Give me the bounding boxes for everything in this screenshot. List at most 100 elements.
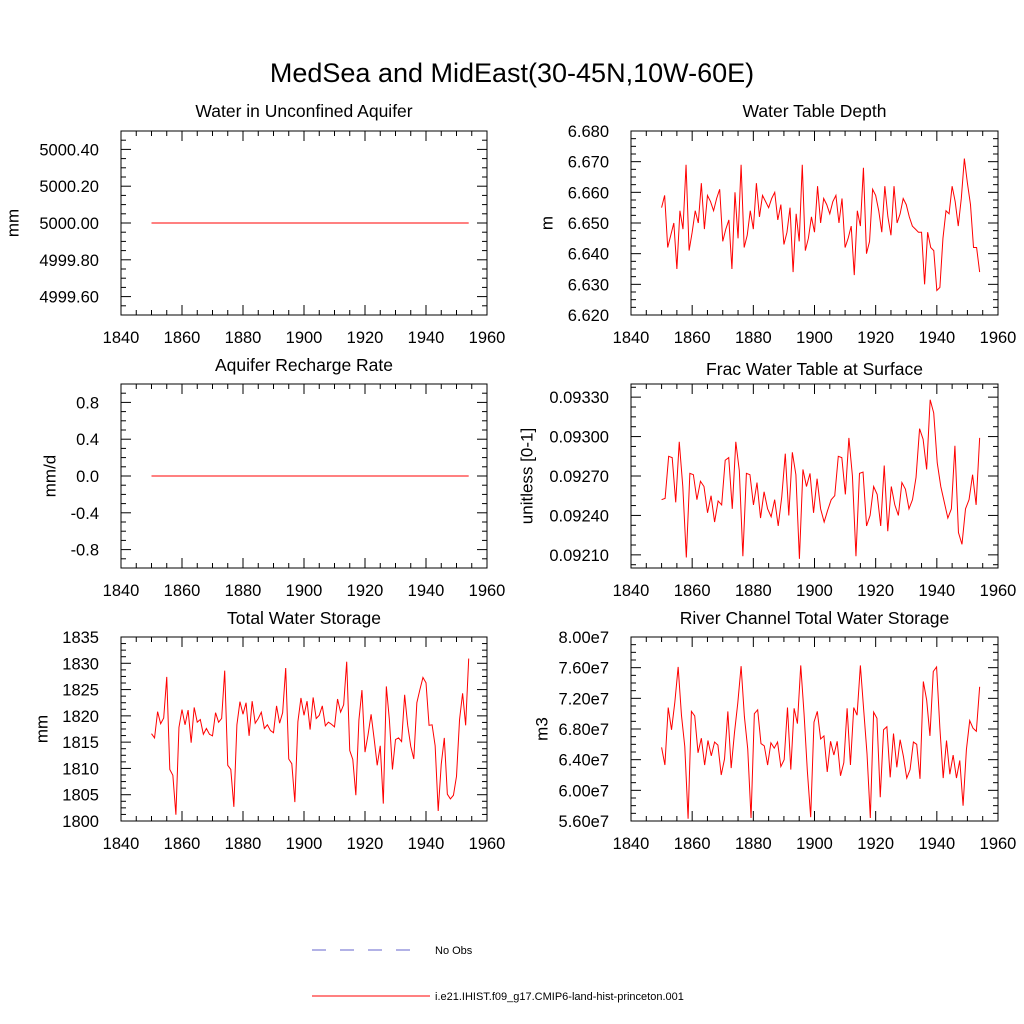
- x-tick-label: 1940: [408, 329, 445, 347]
- x-tick-label: 1860: [674, 582, 711, 600]
- x-tick-label: 1940: [918, 835, 955, 853]
- y-tick-label: 1835: [62, 629, 99, 647]
- y-tick-label: 5000.00: [39, 215, 99, 233]
- x-tick-label: 1880: [225, 582, 262, 600]
- x-tick-label: 1960: [469, 329, 506, 347]
- y-tick-label: 0.09330: [549, 389, 609, 407]
- x-tick-label: 1940: [408, 835, 445, 853]
- panel-title: Aquifer Recharge Rate: [215, 355, 393, 375]
- x-tick-label: 1860: [164, 329, 201, 347]
- x-tick-label: 1920: [857, 329, 894, 347]
- y-tick-label: 6.680: [568, 123, 609, 141]
- y-tick-label: 6.660: [568, 184, 609, 202]
- y-axis-label: unitless [0-1]: [518, 428, 537, 524]
- y-tick-label: 6.00e7: [559, 782, 609, 800]
- y-tick-label: 1805: [62, 787, 99, 805]
- legend-obs-label: No Obs: [435, 945, 473, 957]
- legend: No Obs i.e21.IHIST.f09_g17.CMIP6-land-hi…: [312, 945, 684, 1003]
- x-tick-label: 1860: [674, 329, 711, 347]
- y-tick-label: 0.0: [76, 468, 99, 486]
- main-title: MedSea and MidEast(30-45N,10W-60E): [270, 58, 754, 88]
- y-tick-label: 6.670: [568, 154, 609, 172]
- x-tick-label: 1960: [980, 835, 1017, 853]
- x-tick-label: 1960: [469, 582, 506, 600]
- x-tick-label: 1900: [286, 329, 323, 347]
- y-tick-label: 0.09210: [549, 547, 609, 565]
- y-tick-label: 5000.40: [39, 141, 99, 159]
- y-tick-label: 6.40e7: [559, 752, 609, 770]
- x-tick-label: 1960: [980, 582, 1017, 600]
- y-tick-label: -0.4: [71, 505, 99, 523]
- chart-panel: Aquifer Recharge Rate 1840 1860 1880 1900 192…: [41, 355, 506, 600]
- x-tick-label: 1900: [286, 835, 323, 853]
- x-tick-label: 1900: [796, 329, 833, 347]
- x-tick-label: 1940: [918, 582, 955, 600]
- x-tick-label: 1900: [286, 582, 323, 600]
- y-tick-label: 0.09240: [549, 507, 609, 525]
- series-line: [661, 399, 981, 559]
- chart-panel: Total Water Storage 1840 1860 1880 1900 1920 1…: [33, 608, 506, 853]
- panel-title: Frac Water Table at Surface: [706, 359, 923, 379]
- panel-title: River Channel Total Water Storage: [680, 608, 949, 628]
- y-tick-label: 6.80e7: [559, 721, 609, 739]
- panel-title: Water Table Depth: [743, 101, 887, 121]
- y-tick-label: 7.20e7: [559, 690, 609, 708]
- y-tick-label: 0.09270: [549, 468, 609, 486]
- y-tick-label: 5000.20: [39, 178, 99, 196]
- y-tick-label: 1820: [62, 708, 99, 726]
- x-tick-label: 1880: [225, 329, 262, 347]
- y-tick-label: 1800: [62, 813, 99, 831]
- x-tick-label: 1920: [347, 329, 384, 347]
- series-line: [661, 158, 981, 292]
- x-tick-label: 1860: [164, 835, 201, 853]
- y-tick-label: 7.60e7: [559, 660, 609, 678]
- x-tick-label: 1920: [857, 835, 894, 853]
- y-tick-label: 0.4: [76, 431, 99, 449]
- series-line: [661, 665, 981, 819]
- y-tick-label: 6.620: [568, 307, 609, 325]
- series-line: [151, 658, 470, 815]
- chart-panel: Water in Unconfined Aquifer 1840 1860 1880 1…: [4, 101, 506, 347]
- x-tick-label: 1880: [735, 329, 772, 347]
- y-axis-label: mm/d: [41, 455, 60, 498]
- x-tick-label: 1920: [347, 582, 384, 600]
- x-tick-label: 1840: [613, 582, 650, 600]
- chart-panels: Water in Unconfined Aquifer 1840 1860 1880 1…: [4, 101, 1017, 853]
- y-tick-label: -0.8: [71, 542, 99, 560]
- x-tick-label: 1880: [735, 582, 772, 600]
- y-axis-label: m: [538, 216, 557, 230]
- x-tick-label: 1940: [918, 329, 955, 347]
- x-tick-label: 1840: [613, 329, 650, 347]
- x-tick-label: 1840: [613, 835, 650, 853]
- y-axis-label: mm: [4, 209, 23, 237]
- y-axis-label: mm: [33, 715, 52, 743]
- y-tick-label: 0.09300: [549, 429, 609, 447]
- y-tick-label: 1810: [62, 760, 99, 778]
- panel-title: Water in Unconfined Aquifer: [195, 101, 412, 121]
- x-tick-label: 1860: [674, 835, 711, 853]
- y-tick-label: 1830: [62, 655, 99, 673]
- x-tick-label: 1880: [225, 835, 262, 853]
- x-tick-label: 1960: [980, 329, 1017, 347]
- y-tick-label: 6.640: [568, 246, 609, 264]
- y-tick-label: 1815: [62, 734, 99, 752]
- chart-panel: Water Table Depth 1840 1860 1880 1900 1920 194…: [538, 101, 1017, 347]
- y-tick-label: 0.8: [76, 394, 99, 412]
- y-tick-label: 4999.60: [39, 289, 99, 307]
- x-tick-label: 1960: [469, 835, 506, 853]
- x-tick-label: 1920: [857, 582, 894, 600]
- x-tick-label: 1840: [103, 835, 140, 853]
- x-tick-label: 1840: [103, 582, 140, 600]
- chart-panel: Frac Water Table at Surface 1840 1860 1880 1…: [518, 359, 1017, 600]
- x-tick-label: 1840: [103, 329, 140, 347]
- y-tick-label: 6.630: [568, 276, 609, 294]
- plot-frame: [630, 636, 999, 822]
- plot-frame: [630, 130, 999, 316]
- y-tick-label: 4999.80: [39, 252, 99, 270]
- x-tick-label: 1860: [164, 582, 201, 600]
- x-tick-label: 1900: [796, 835, 833, 853]
- x-tick-label: 1880: [735, 835, 772, 853]
- y-axis-label: m3: [533, 717, 552, 741]
- x-tick-label: 1940: [408, 582, 445, 600]
